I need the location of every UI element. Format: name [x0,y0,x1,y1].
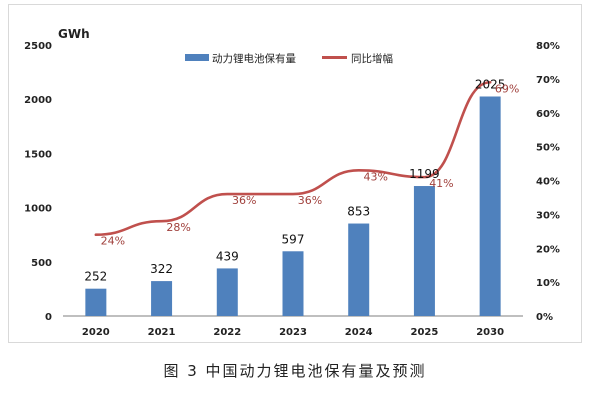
bar-value-label: 322 [150,262,173,276]
bar [413,186,435,316]
bar [151,281,173,316]
figure-caption: 图 3 中国动力锂电池保有量及预测 [163,362,427,380]
x-tick-label: 2022 [213,327,241,338]
axes: 0 500 1000 1500 2000 2500 0% 10% 20% 30% 40% 50% 60%… [24,41,560,338]
legend-line-label: 同比增幅 [351,52,393,65]
y-left-unit: GWh [58,27,90,41]
growth-value-label: 36% [298,194,322,207]
y-right-tick-label: 30% [536,210,560,221]
y-right-tick-label: 0% [536,312,553,323]
bar-value-label: 853 [347,205,370,219]
bar-value-label: 252 [84,270,107,284]
legend-bar-swatch [185,54,209,61]
x-tick-label: 2020 [82,327,110,338]
bar-line-chart: GWh 动力锂电池保有量 同比增幅 0 500 1000 1500 2000 2500 0%… [24,27,560,338]
y-right-tick-label: 80% [536,41,560,52]
chart-frame [8,4,582,343]
bar-value-label: 597 [282,232,305,246]
bar [479,96,501,317]
bar [216,268,238,316]
x-tick-label: 2024 [345,327,373,338]
growth-value-label: 24% [101,235,125,248]
bar-value-label: 2025 [475,77,506,91]
y-left-tick-label: 2500 [24,41,52,52]
y-right-tick-label: 60% [536,109,560,120]
growth-value-label: 69% [495,82,519,95]
y-left-tick-label: 500 [31,258,52,269]
y-right-tick-label: 70% [536,75,560,86]
y-right-tick-label: 20% [536,244,560,255]
bar-value-label: 439 [216,249,239,263]
legend: 动力锂电池保有量 同比增幅 [185,52,393,65]
bar-value-label: 1199 [409,167,440,181]
growth-value-label: 36% [232,194,256,207]
x-tick-label: 2025 [411,327,439,338]
growth-line [94,80,492,236]
x-tick-label: 2023 [279,327,307,338]
x-tick-label: 2021 [148,327,176,338]
y-left-tick-label: 0 [45,312,52,323]
x-tick-label: 2030 [476,327,504,338]
y-left-tick-label: 2000 [24,95,52,106]
growth-value-label: 28% [166,221,190,234]
data-labels: 252 322 439 597 853 1199 2025 24% 28% 36% 36% 43% 41… [84,77,519,283]
legend-bar-label: 动力锂电池保有量 [212,52,296,65]
bar [85,288,107,316]
bar [282,251,304,316]
bar [348,223,370,316]
growth-line-path [94,80,492,236]
y-right-tick-label: 40% [536,177,560,188]
y-right-tick-label: 50% [536,143,560,154]
y-left-tick-label: 1000 [24,204,52,215]
y-left-tick-label: 1500 [24,149,52,160]
growth-value-label: 41% [429,177,453,190]
bars [85,96,501,317]
growth-value-label: 43% [363,170,387,183]
y-right-tick-label: 10% [536,278,560,289]
